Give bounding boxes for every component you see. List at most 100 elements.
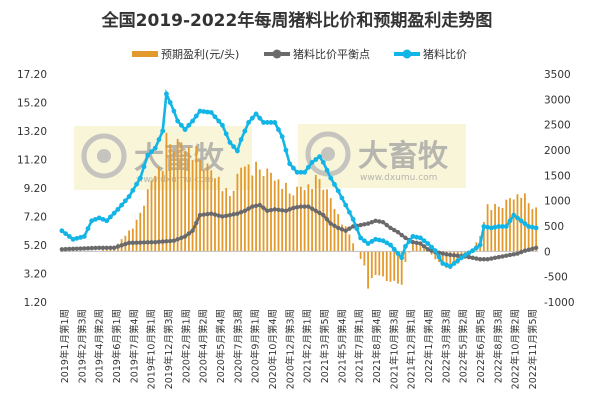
x-tick-label: 2022年3月第3周 [440, 309, 452, 383]
profit-bar [240, 167, 243, 252]
ratio-point [391, 246, 397, 252]
breakeven-point [522, 248, 528, 253]
breakeven-point [306, 204, 311, 209]
profit-bar [277, 179, 280, 252]
breakeven-point [395, 229, 401, 235]
ratio-point [264, 120, 270, 125]
profit-bar [135, 219, 138, 252]
breakeven-point [100, 245, 106, 251]
ratio-point [81, 234, 87, 239]
ratio-point [272, 120, 278, 125]
x-tick-label: 2019年10月第1周 [146, 309, 158, 389]
legend-label-breakeven: 猪料比价平衡点 [293, 47, 370, 61]
ratio-point [231, 144, 237, 150]
ratio-point [459, 255, 464, 261]
ratio-point [492, 224, 498, 230]
breakeven-point [223, 213, 229, 218]
breakeven-point [74, 246, 80, 251]
breakeven-point [485, 257, 490, 262]
ratio-point [246, 120, 251, 125]
breakeven-point [373, 218, 378, 223]
ratio-point [111, 210, 117, 216]
ratio-point [473, 245, 479, 251]
left-axis: 17.20 15.20 13.20 11.20 9.20 7.20 5.20 3.20 1.20 [17, 69, 47, 309]
profit-bar [408, 251, 411, 253]
profit-bar [363, 251, 366, 266]
breakeven-point [171, 238, 177, 243]
breakeven-point [265, 208, 270, 213]
left-tick-label: 7.20 [24, 212, 47, 224]
x-axis: 2019年1月第1周 2019年2月第3周 2019年4月第2周 2019年6月第1周… [59, 309, 539, 389]
right-tick-label: 1000 [544, 196, 571, 208]
ratio-point [462, 252, 468, 258]
profit-bar [453, 251, 455, 266]
ratio-point [313, 157, 319, 162]
breakeven-point [179, 235, 184, 241]
profit-bar [509, 198, 511, 252]
ratio-point [361, 238, 367, 244]
ratio-point [63, 231, 69, 237]
ratio-point [403, 244, 408, 249]
breakeven-point [216, 213, 221, 218]
ratio-point [447, 263, 453, 269]
ratio-point [78, 235, 83, 240]
ratio-point [175, 118, 181, 124]
ratio-point [384, 240, 390, 246]
profit-bar [221, 191, 224, 252]
ratio-point [485, 224, 490, 230]
ratio-point [477, 242, 483, 248]
breakeven-point [455, 253, 460, 258]
breakeven-point [261, 205, 266, 211]
ratio-point [74, 235, 80, 241]
profit-bar [430, 251, 433, 255]
ratio-point [376, 237, 382, 243]
ratio-point [432, 248, 438, 254]
breakeven-point [201, 212, 206, 217]
profit-bar [482, 221, 485, 252]
ratio-point [425, 241, 431, 246]
x-tick-label: 2019年12月第3周 [163, 309, 175, 389]
breakeven-point [347, 226, 352, 231]
ratio-point [503, 224, 509, 229]
ratio-point [220, 122, 225, 128]
profit-bar [143, 205, 145, 252]
right-tick-label: 2000 [544, 145, 571, 157]
ratio-point [414, 234, 420, 240]
x-tick-label: 2019年4月第2周 [94, 309, 106, 383]
profit-bar [303, 190, 306, 252]
profit-bar [411, 244, 414, 252]
profit-bar [262, 176, 265, 252]
ratio-point [164, 91, 169, 97]
profit-bar [146, 189, 149, 252]
breakeven-point [384, 222, 389, 228]
profit-bar [520, 197, 523, 252]
ratio-point [421, 238, 427, 244]
x-tick-label: 2021年3月第5周 [319, 309, 331, 383]
x-tick-label: 2020年4月第2周 [198, 309, 210, 383]
breakeven-point [134, 240, 139, 245]
breakeven-point [257, 202, 262, 208]
profit-bar [229, 195, 231, 252]
ratio-point [466, 250, 472, 256]
legend-label-ratio: 猪料比价 [423, 47, 467, 61]
x-tick-label: 2019年1月第1周 [59, 309, 71, 383]
breakeven-point [399, 232, 404, 238]
profit-bar [225, 188, 228, 252]
x-tick-label: 2019年6月第1周 [111, 309, 123, 383]
ratio-point [238, 137, 244, 142]
breakeven-point [451, 253, 457, 258]
breakeven-point [82, 246, 87, 251]
ratio-point [212, 114, 218, 120]
breakeven-point [403, 235, 408, 241]
breakeven-point [89, 245, 94, 251]
breakeven-point [287, 207, 292, 212]
x-tick-label: 2020年10月第4周 [267, 309, 279, 389]
profit-bar [389, 251, 392, 282]
ratio-point [399, 255, 405, 261]
breakeven-point [369, 220, 375, 225]
ratio-point [332, 182, 337, 187]
ratio-point [350, 216, 356, 222]
breakeven-point [283, 208, 289, 213]
legend-swatch-profit [132, 51, 158, 57]
